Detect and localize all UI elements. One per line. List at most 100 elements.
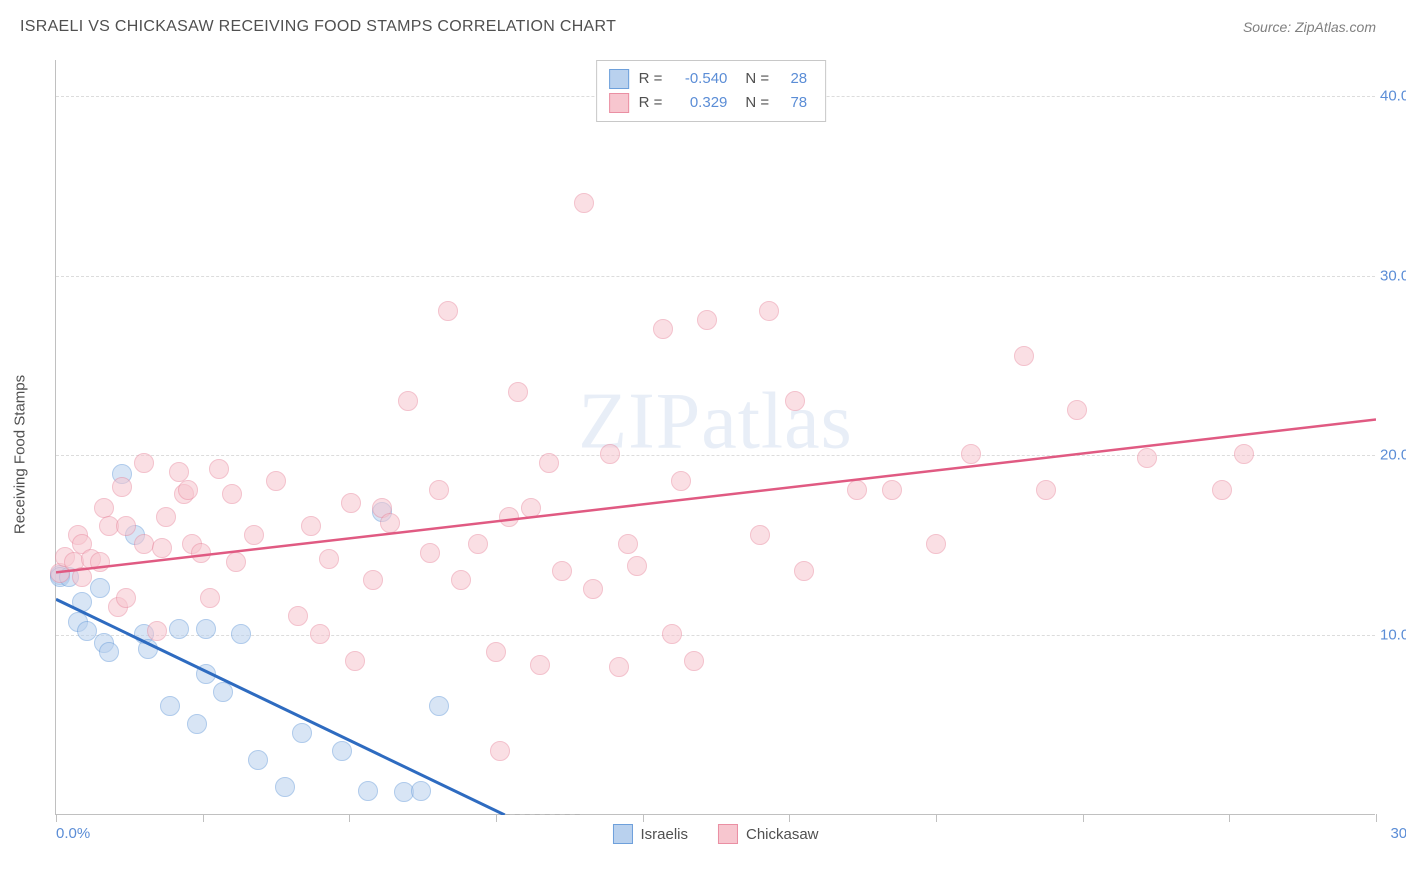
- x-tick: [496, 814, 497, 822]
- data-point: [187, 714, 207, 734]
- data-point: [169, 462, 189, 482]
- data-point: [222, 484, 242, 504]
- data-point: [178, 480, 198, 500]
- y-tick-label: 30.0%: [1380, 267, 1406, 284]
- data-point: [499, 507, 519, 527]
- data-point: [90, 578, 110, 598]
- series-legend: Israelis Chickasaw: [612, 824, 818, 844]
- data-point: [759, 301, 779, 321]
- data-point: [1067, 400, 1087, 420]
- data-point: [380, 513, 400, 533]
- x-tick: [1229, 814, 1230, 822]
- data-point: [288, 606, 308, 626]
- y-tick-label: 40.0%: [1380, 87, 1406, 104]
- swatch-israelis: [612, 824, 632, 844]
- data-point: [785, 391, 805, 411]
- data-point: [72, 592, 92, 612]
- data-point: [429, 696, 449, 716]
- data-point: [147, 621, 167, 641]
- data-point: [209, 459, 229, 479]
- data-point: [112, 477, 132, 497]
- data-point: [411, 781, 431, 801]
- x-tick: [1083, 814, 1084, 822]
- data-point: [1137, 448, 1157, 468]
- data-point: [99, 642, 119, 662]
- x-tick: [203, 814, 204, 822]
- data-point: [196, 664, 216, 684]
- y-tick-label: 20.0%: [1380, 447, 1406, 464]
- x-tick-label: 0.0%: [56, 825, 90, 842]
- data-point: [90, 552, 110, 572]
- data-point: [116, 516, 136, 536]
- y-axis-label: Receiving Food Stamps: [12, 375, 29, 534]
- data-point: [196, 619, 216, 639]
- chart-header: ISRAELI VS CHICKASAW RECEIVING FOOD STAM…: [0, 0, 1406, 42]
- data-point: [618, 534, 638, 554]
- x-tick: [1376, 814, 1377, 822]
- data-point: [961, 444, 981, 464]
- data-point: [1212, 480, 1232, 500]
- chart-source: Source: ZipAtlas.com: [1243, 19, 1376, 35]
- data-point: [156, 507, 176, 527]
- data-point: [583, 579, 603, 599]
- stats-row-israelis: R = -0.540 N = 28: [609, 67, 808, 91]
- data-point: [191, 543, 211, 563]
- x-tick: [56, 814, 57, 822]
- data-point: [490, 741, 510, 761]
- data-point: [574, 193, 594, 213]
- data-point: [429, 480, 449, 500]
- data-point: [94, 498, 114, 518]
- data-point: [552, 561, 572, 581]
- data-point: [438, 301, 458, 321]
- data-point: [152, 538, 172, 558]
- gridline: [56, 455, 1375, 456]
- x-tick: [349, 814, 350, 822]
- data-point: [1234, 444, 1254, 464]
- data-point: [609, 657, 629, 677]
- data-point: [310, 624, 330, 644]
- data-point: [358, 781, 378, 801]
- data-point: [341, 493, 361, 513]
- data-point: [1036, 480, 1056, 500]
- data-point: [363, 570, 383, 590]
- data-point: [697, 310, 717, 330]
- data-point: [684, 651, 704, 671]
- swatch-chickasaw: [609, 93, 629, 113]
- data-point: [451, 570, 471, 590]
- swatch-israelis: [609, 69, 629, 89]
- chart-title: ISRAELI VS CHICKASAW RECEIVING FOOD STAM…: [20, 18, 616, 36]
- data-point: [671, 471, 691, 491]
- legend-item-israelis: Israelis: [612, 824, 688, 844]
- data-point: [301, 516, 321, 536]
- data-point: [332, 741, 352, 761]
- data-point: [508, 382, 528, 402]
- data-point: [275, 777, 295, 797]
- data-point: [662, 624, 682, 644]
- gridline: [56, 276, 1375, 277]
- data-point: [468, 534, 488, 554]
- data-point: [420, 543, 440, 563]
- x-tick-label: 30.0%: [1390, 825, 1406, 842]
- y-tick-label: 10.0%: [1380, 627, 1406, 644]
- legend-item-chickasaw: Chickasaw: [718, 824, 819, 844]
- data-point: [292, 723, 312, 743]
- data-point: [169, 619, 189, 639]
- data-point: [882, 480, 902, 500]
- data-point: [486, 642, 506, 662]
- data-point: [244, 525, 264, 545]
- data-point: [231, 624, 251, 644]
- data-point: [116, 588, 136, 608]
- scatter-chart: ZIPatlas R = -0.540 N = 28 R = 0.329 N =…: [55, 60, 1375, 815]
- data-point: [750, 525, 770, 545]
- data-point: [1014, 346, 1034, 366]
- x-tick: [643, 814, 644, 822]
- data-point: [226, 552, 246, 572]
- data-point: [138, 639, 158, 659]
- data-point: [134, 453, 154, 473]
- data-point: [248, 750, 268, 770]
- data-point: [398, 391, 418, 411]
- trendlines: [56, 60, 1376, 815]
- data-point: [926, 534, 946, 554]
- data-point: [200, 588, 220, 608]
- swatch-chickasaw: [718, 824, 738, 844]
